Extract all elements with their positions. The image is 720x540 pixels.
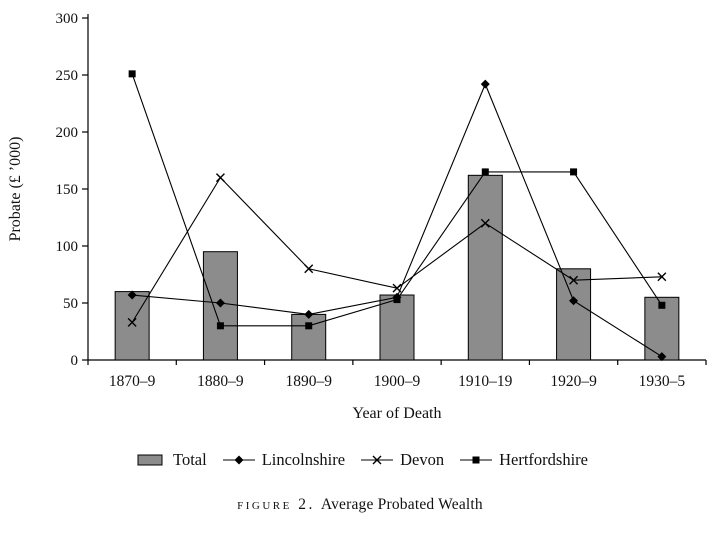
legend-item-hertfordshire: Hertfordshire: [458, 450, 588, 470]
x-axis-title: Year of Death: [352, 405, 441, 422]
legend-item-lincolnshire: Lincolnshire: [221, 450, 345, 470]
x-marker-devon: [215, 173, 225, 183]
diamond-marker-lincolnshire: [569, 296, 579, 306]
figure-number: figure 2.: [237, 496, 315, 513]
x-category-label: 1900–9: [374, 373, 421, 390]
x-marker-devon: [304, 264, 314, 274]
square-marker-hertfordshire: [305, 322, 313, 330]
total-swatch-icon: [137, 454, 163, 466]
y-tick-label: 50: [63, 296, 78, 312]
y-tick-label: 100: [56, 239, 79, 255]
y-tick-label: 300: [56, 11, 79, 27]
bar-total: [291, 313, 327, 361]
x-marker-devon: [392, 283, 402, 293]
square-marker-hertfordshire: [481, 168, 489, 176]
diamond-marker-lincolnshire: [215, 298, 225, 308]
y-tick-label: 150: [56, 182, 79, 198]
x-marker-devon: [480, 218, 490, 228]
legend-item-devon: Devon: [359, 450, 444, 470]
bar-total: [556, 268, 592, 361]
bar-total: [379, 294, 415, 361]
legend-label-hertfordshire: Hertfordshire: [499, 450, 588, 469]
y-tick-label: 200: [56, 125, 79, 141]
x-marker-devon: [127, 317, 137, 327]
diamond-marker-lincolnshire: [657, 352, 667, 362]
square-marker-hertfordshire: [658, 301, 666, 309]
y-tick-label: 250: [56, 68, 79, 84]
x-category-label: 1870–9: [109, 373, 156, 390]
x-category-label: 1910–19: [458, 373, 513, 390]
legend-label-devon: Devon: [400, 450, 445, 469]
chart-legend: Total Lincolnshire Devon Hertfordshire: [0, 450, 720, 470]
probate-wealth-chart: 0 50 100 150 200 250 300 1870–9 1880–9 1890–9 1900…: [7, 11, 707, 422]
legend-item-total: Total: [132, 450, 207, 470]
x-category-label: 1890–9: [285, 373, 332, 390]
x-marker-devon: [657, 272, 667, 282]
x-marker-devon: [569, 275, 579, 285]
square-legend-icon: [472, 456, 480, 464]
legend-label-total: Total: [173, 450, 207, 469]
bar-total: [467, 174, 503, 361]
x-category-label: 1930–5: [639, 373, 686, 390]
diamond-legend-icon: [234, 455, 244, 465]
x-legend-icon: [372, 455, 382, 465]
figure-caption: figure 2. Average Probated Wealth: [0, 496, 720, 514]
legend-label-lincolnshire: Lincolnshire: [261, 450, 346, 469]
x-category-label: 1920–9: [550, 373, 597, 390]
square-marker-hertfordshire: [128, 70, 136, 78]
y-axis-title: Probate (£ ’000): [7, 137, 24, 242]
figure-title: Average Probated Wealth: [320, 496, 483, 513]
diamond-marker-lincolnshire: [127, 290, 137, 300]
x-category-label: 1880–9: [197, 373, 244, 390]
diamond-marker-lincolnshire: [304, 309, 314, 319]
square-marker-hertfordshire: [393, 296, 401, 304]
square-marker-hertfordshire: [570, 168, 578, 176]
diamond-marker-lincolnshire: [480, 79, 490, 89]
y-tick-label: 0: [71, 353, 79, 369]
square-marker-hertfordshire: [216, 322, 224, 330]
